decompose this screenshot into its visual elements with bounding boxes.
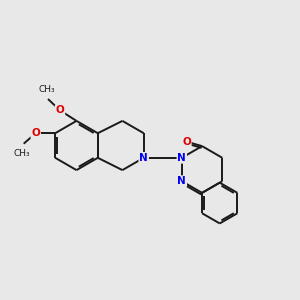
Text: CH₃: CH₃ <box>14 149 31 158</box>
Text: N: N <box>139 153 148 163</box>
Text: O: O <box>56 105 64 116</box>
Text: O: O <box>31 128 40 138</box>
Text: N: N <box>177 176 186 186</box>
Text: N: N <box>177 153 186 163</box>
Text: CH₃: CH₃ <box>38 85 55 94</box>
Text: O: O <box>182 136 191 147</box>
